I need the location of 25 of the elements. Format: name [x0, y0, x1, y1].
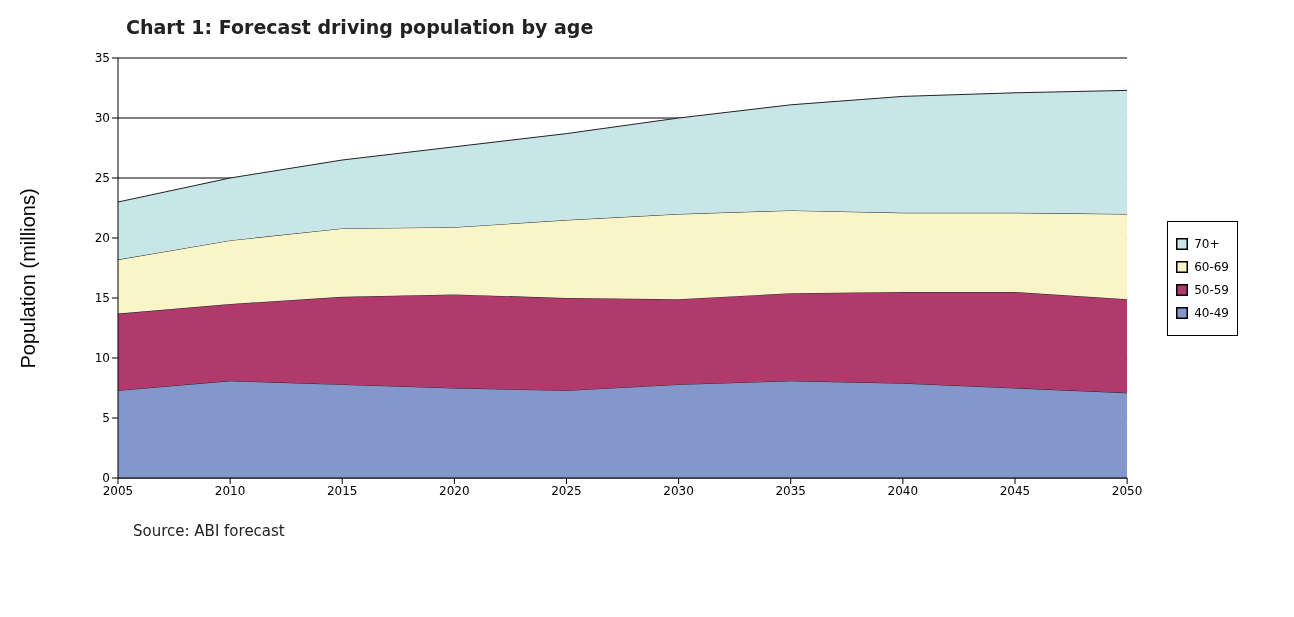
y-tick-label: 30: [94, 111, 110, 126]
chart-title: Chart 1: Forecast driving population by age: [126, 16, 595, 38]
legend-label: 60-69: [1194, 259, 1229, 274]
legend-label: 40-49: [1194, 305, 1229, 320]
y-axis-title: Population (millions): [16, 187, 40, 369]
x-tick-label: 2050: [1111, 483, 1143, 498]
x-tick-label: 2040: [887, 483, 919, 498]
y-tick-label: 15: [94, 291, 110, 306]
y-tick-label: 5: [102, 411, 110, 426]
text: 70+: [1194, 236, 1220, 251]
y-tick-label: 0: [102, 471, 110, 486]
y-tick-label: 10: [94, 351, 110, 366]
y-tick-label: 25: [94, 171, 110, 186]
x-tick-label: 2035: [775, 483, 807, 498]
legend-label: 50-59: [1194, 282, 1229, 297]
x-tick-label: 2025: [551, 483, 582, 498]
x-tick-label: 2045: [999, 483, 1031, 498]
source-note: Source: ABI forecast: [133, 522, 286, 540]
x-tick-label: 2010: [214, 483, 246, 498]
x-tick-label: 2005: [102, 483, 134, 498]
y-tick-label: 20: [94, 231, 110, 246]
x-tick-label: 2030: [663, 483, 694, 498]
x-tick-label: 2015: [326, 483, 358, 498]
y-tick-label: 35: [94, 51, 110, 66]
x-tick-label: 2020: [439, 483, 470, 498]
